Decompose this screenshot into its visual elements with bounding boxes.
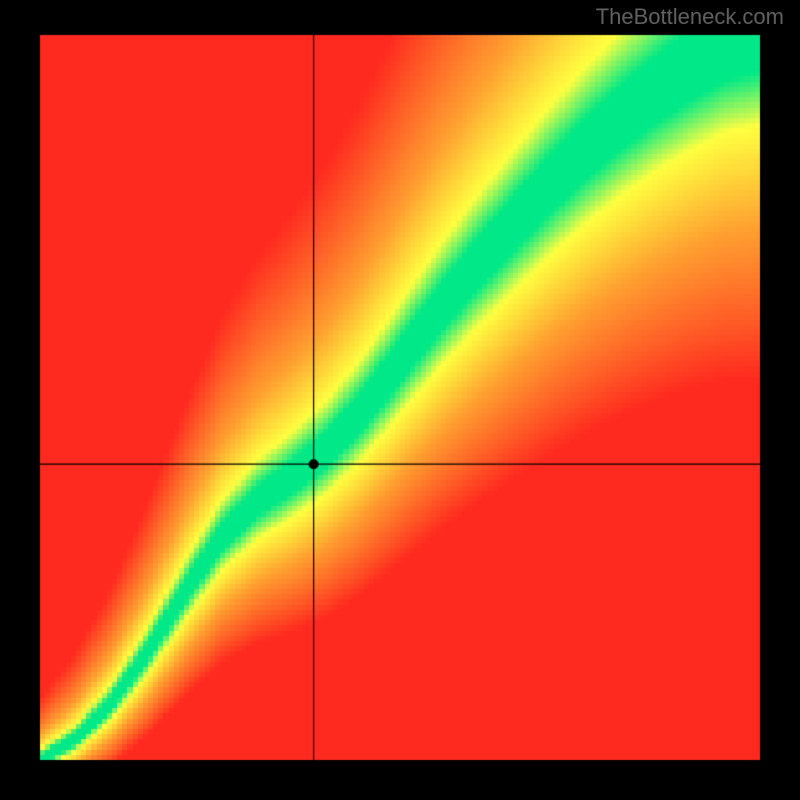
chart-container: TheBottleneck.com [0, 0, 800, 800]
watermark-text: TheBottleneck.com [596, 4, 784, 30]
bottleneck-heatmap [0, 0, 800, 800]
